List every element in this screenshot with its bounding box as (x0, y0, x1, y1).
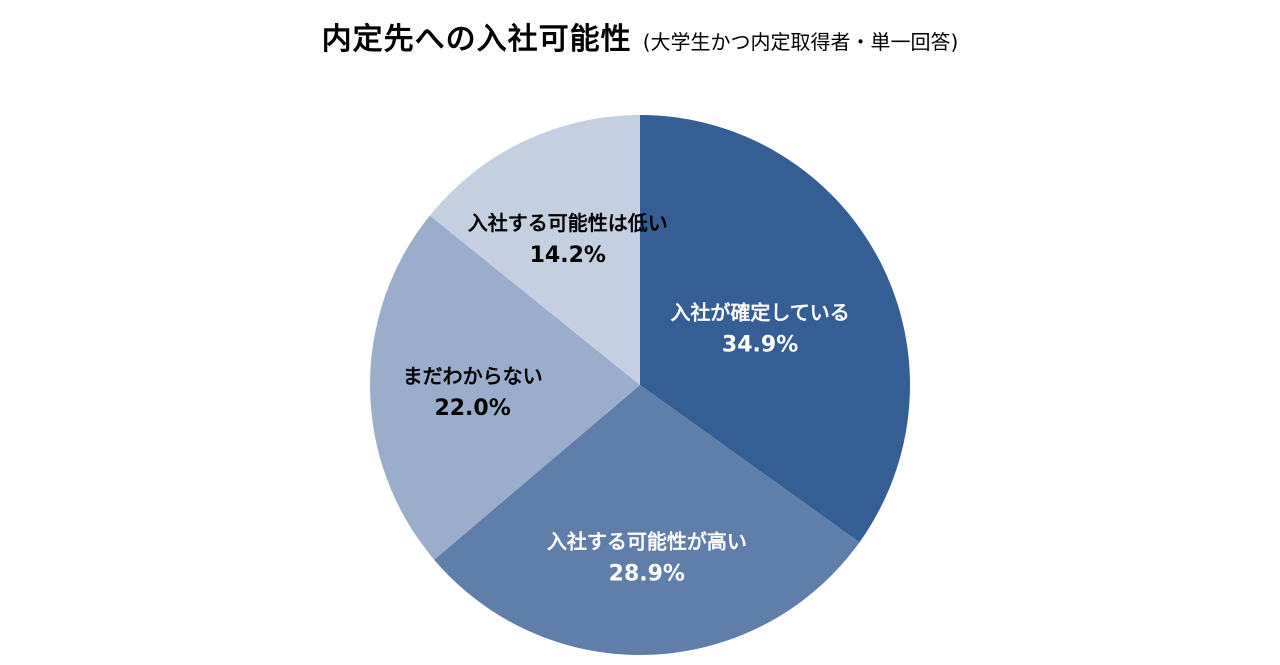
slice-label: 入社する可能性が高い (547, 529, 747, 553)
pie-slice (640, 115, 910, 543)
slice-label: まだわからない (403, 364, 543, 388)
pie-slices (369, 115, 910, 655)
pie-labels: 入社が確定している 34.9% 入社する可能性が高い 28.9% まだわからない 22.0… (403, 211, 850, 586)
slice-value-label: 34.9% (722, 332, 798, 357)
slice-label: 入社が確定している (670, 300, 849, 324)
pie-slice (429, 115, 640, 385)
slice-value-label: 14.2% (530, 243, 606, 268)
pie-slice (369, 215, 640, 560)
pie-slice (434, 385, 860, 655)
slice-value-label: 22.0% (434, 396, 510, 421)
slice-label: 入社する可能性は低い (468, 211, 668, 235)
chart-subtitle: (大学生かつ内定取得者・単一回答) (642, 30, 959, 54)
chart-title-row: 内定先への入社可能性 (大学生かつ内定取得者・単一回答) (0, 14, 1280, 58)
slice-value-label: 28.9% (609, 561, 685, 586)
chart-title: 内定先への入社可能性 (321, 22, 632, 57)
